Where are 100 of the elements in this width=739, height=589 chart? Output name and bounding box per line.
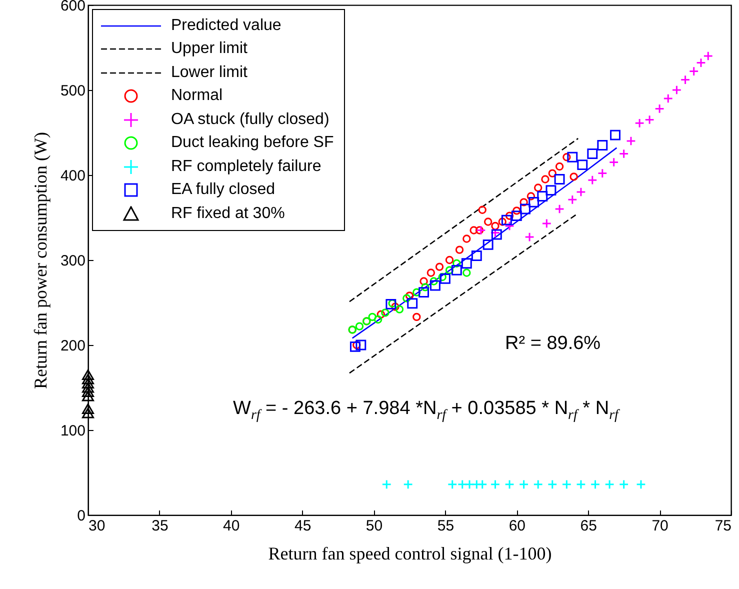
point (438, 272, 446, 282)
legend-label: Lower limit (171, 64, 248, 82)
point (626, 136, 636, 146)
point (554, 204, 564, 214)
point (537, 191, 548, 202)
point (567, 152, 578, 162)
point (405, 292, 414, 300)
legend-label: Upper limit (171, 40, 248, 58)
point (576, 479, 586, 490)
point (504, 479, 514, 490)
point (430, 277, 438, 286)
point (654, 104, 664, 114)
point (590, 479, 600, 490)
point (412, 312, 421, 322)
point (570, 172, 578, 181)
point (663, 94, 674, 104)
y-tick-label: 600 (60, 0, 86, 14)
point (610, 130, 620, 140)
point (82, 408, 94, 418)
point (451, 264, 462, 276)
point (82, 369, 94, 380)
point (403, 479, 414, 490)
point (562, 153, 571, 162)
x-tick-label: 60 (508, 518, 526, 534)
point (82, 390, 94, 402)
x-tick-label: 40 (223, 518, 240, 534)
point (501, 214, 512, 226)
point (618, 148, 629, 159)
point (554, 174, 565, 184)
x-tick-label: 75 (714, 518, 732, 534)
point (402, 294, 411, 302)
point (350, 341, 360, 352)
point (420, 277, 428, 286)
x-axis-title: Return fan speed control signal (1-100) (268, 544, 552, 564)
point (577, 160, 588, 170)
point (562, 479, 572, 490)
point (504, 221, 514, 231)
point (636, 479, 646, 490)
point (82, 378, 94, 389)
point (587, 148, 598, 159)
legend-label: RF fixed at 30% (171, 204, 285, 223)
point (382, 479, 392, 490)
point (426, 268, 436, 277)
legend-label: RF completely failure (171, 158, 322, 176)
point (542, 218, 552, 228)
point (520, 198, 528, 206)
point (440, 273, 450, 284)
point (618, 479, 629, 490)
y-axis-title: Return fan power consumption (W) (30, 132, 50, 389)
point (511, 210, 522, 222)
point (597, 168, 608, 178)
x-tick-label: 45 (294, 518, 312, 534)
y-tick-label: 100 (60, 422, 86, 440)
point (696, 58, 706, 68)
point (518, 479, 529, 490)
annotation: R² = 89.6% (505, 333, 601, 355)
point (412, 288, 421, 296)
point (680, 74, 690, 85)
point (491, 222, 500, 230)
point (391, 302, 400, 311)
point (604, 479, 614, 490)
annotation: W$_{rf}$ = - 263.6 + 7.984 *N$_{rf}$ + 0.03585 * N$_{rf}$ * N$_{rf}$ (233, 398, 618, 424)
point (368, 312, 376, 322)
point (498, 218, 506, 226)
point (395, 305, 404, 314)
y-tick-label: 400 (60, 168, 86, 184)
point (576, 187, 586, 197)
point (541, 175, 550, 184)
point (555, 162, 564, 171)
legend-label: Predicted value (171, 16, 282, 35)
point (462, 268, 471, 277)
point (374, 315, 382, 324)
x-tick-label: 70 (652, 518, 668, 534)
point (528, 196, 540, 208)
point (418, 287, 430, 298)
point (356, 340, 366, 350)
point (534, 184, 542, 192)
y-tick-label: 200 (60, 338, 86, 354)
point (445, 256, 454, 264)
point (524, 232, 534, 242)
point (452, 259, 461, 268)
legend-label: Normal (171, 87, 223, 106)
point (533, 479, 544, 490)
point (82, 382, 94, 393)
point (477, 479, 488, 490)
point (644, 114, 654, 125)
point (597, 140, 608, 150)
point (478, 206, 486, 214)
x-tick-label: 65 (580, 518, 597, 534)
point (512, 206, 521, 215)
x-tick-label: 50 (366, 518, 383, 534)
legend-label: OA stuck (fully closed) (171, 110, 330, 129)
point (435, 262, 444, 271)
point (703, 51, 714, 61)
legend-label: Duct leaking before SF (171, 134, 334, 152)
point (447, 479, 458, 490)
point (407, 298, 418, 309)
point (688, 66, 699, 76)
point (471, 250, 482, 261)
point (381, 308, 390, 317)
